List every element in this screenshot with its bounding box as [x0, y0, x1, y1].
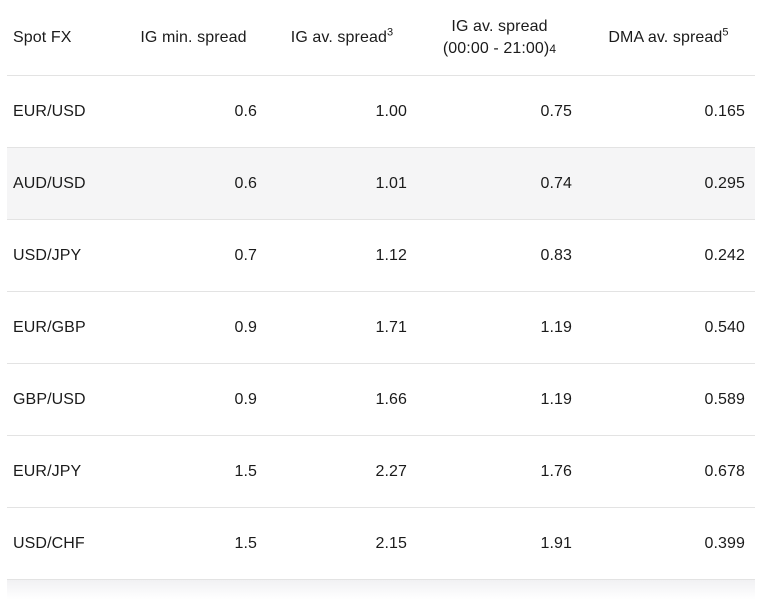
cell-dma-av-spread: 0.165 [582, 75, 755, 148]
cell-dma-av-spread: 0.242 [582, 219, 755, 292]
cell-ig-av-0021: 1.91 [417, 507, 582, 580]
header-ig-av-spread: IG av. spread3 [267, 0, 417, 76]
cell-ig-av-0021: 0.75 [417, 75, 582, 148]
header-dma-av-spread-label: DMA av. spread [608, 28, 723, 46]
table-row-eurusd: EUR/USD 0.6 1.00 0.75 0.165 [7, 75, 755, 148]
cell-pair: USD/CHF [7, 507, 120, 580]
cell-dma-av-spread: 0.295 [582, 147, 755, 220]
cell-ig-av-0021: 1.19 [417, 291, 582, 364]
table-header-row: Spot FX IG min. spread IG av. spread3 IG… [7, 0, 755, 76]
spot-fx-spreads-section: Spot FX IG min. spread IG av. spread3 IG… [7, 0, 755, 580]
footnote-marker-4: 4 [549, 41, 557, 56]
cell-ig-min-spread: 1.5 [120, 435, 267, 508]
cell-ig-av-spread: 1.00 [267, 75, 417, 148]
cell-ig-min-spread: 0.7 [120, 219, 267, 292]
cell-dma-av-spread: 0.678 [582, 435, 755, 508]
cell-ig-min-spread: 0.9 [120, 363, 267, 436]
cell-dma-av-spread: 0.399 [582, 507, 755, 580]
header-ig-av-spread-0000-2100-line2: (00:00 - 21:00) [442, 39, 550, 57]
table-row-usdjpy: USD/JPY 0.7 1.12 0.83 0.242 [7, 219, 755, 292]
table-row-usdchf: USD/CHF 1.5 2.15 1.91 0.399 [7, 507, 755, 580]
header-ig-min-spread: IG min. spread [120, 0, 267, 76]
partial-next-row-cutoff [7, 580, 755, 600]
cell-dma-av-spread: 0.589 [582, 363, 755, 436]
cell-ig-av-spread: 1.66 [267, 363, 417, 436]
footnote-marker-5: 5 [722, 26, 729, 39]
cell-ig-av-spread: 2.27 [267, 435, 417, 508]
cell-ig-min-spread: 0.6 [120, 75, 267, 148]
cell-ig-av-0021: 0.74 [417, 147, 582, 220]
cell-ig-av-spread: 1.71 [267, 291, 417, 364]
cell-ig-av-spread: 1.01 [267, 147, 417, 220]
table-row-eurgbp: EUR/GBP 0.9 1.71 1.19 0.540 [7, 291, 755, 364]
header-ig-av-spread-label: IG av. spread [290, 28, 387, 46]
cell-ig-av-0021: 1.76 [417, 435, 582, 508]
cell-ig-min-spread: 0.6 [120, 147, 267, 220]
header-dma-av-spread: DMA av. spread5 [582, 0, 755, 76]
cell-pair: EUR/USD [7, 75, 120, 148]
cell-pair: EUR/GBP [7, 291, 120, 364]
table-row-eurjpy: EUR/JPY 1.5 2.27 1.76 0.678 [7, 435, 755, 508]
header-ig-av-spread-0000-2100-line1: IG av. spread [451, 17, 548, 35]
cell-ig-min-spread: 0.9 [120, 291, 267, 364]
footnote-marker-3: 3 [386, 26, 394, 39]
cell-ig-av-spread: 1.12 [267, 219, 417, 292]
cell-pair: EUR/JPY [7, 435, 120, 508]
cell-ig-min-spread: 1.5 [120, 507, 267, 580]
header-spot-fx: Spot FX [7, 0, 120, 76]
cell-ig-av-0021: 1.19 [417, 363, 582, 436]
cell-ig-av-spread: 2.15 [267, 507, 417, 580]
cell-pair: AUD/USD [7, 147, 120, 220]
header-ig-av-spread-0000-2100: IG av. spread (00:00 - 21:00)4 [417, 0, 582, 76]
cell-ig-av-0021: 0.83 [417, 219, 582, 292]
table-row-gbpusd: GBP/USD 0.9 1.66 1.19 0.589 [7, 363, 755, 436]
cell-pair: USD/JPY [7, 219, 120, 292]
spot-fx-spreads-table: Spot FX IG min. spread IG av. spread3 IG… [7, 0, 755, 580]
cell-dma-av-spread: 0.540 [582, 291, 755, 364]
table-row-audusd: AUD/USD 0.6 1.01 0.74 0.295 [7, 147, 755, 220]
cell-pair: GBP/USD [7, 363, 120, 436]
